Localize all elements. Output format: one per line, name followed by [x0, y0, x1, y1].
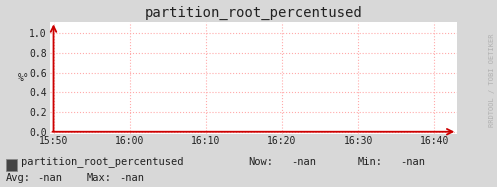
Y-axis label: %°: %° [18, 73, 30, 83]
Text: Now:: Now: [248, 157, 273, 167]
Text: Max:: Max: [87, 173, 112, 183]
Text: -nan: -nan [400, 157, 425, 167]
Text: partition_root_percentused: partition_root_percentused [21, 156, 183, 167]
Text: Min:: Min: [358, 157, 383, 167]
Text: -nan: -nan [37, 173, 62, 183]
Text: -nan: -nan [119, 173, 144, 183]
Text: RRDTOOL / TOBI OETIKER: RRDTOOL / TOBI OETIKER [489, 34, 495, 127]
Text: Avg:: Avg: [6, 173, 31, 183]
Text: -nan: -nan [291, 157, 316, 167]
Title: partition_root_percentused: partition_root_percentused [145, 6, 362, 21]
